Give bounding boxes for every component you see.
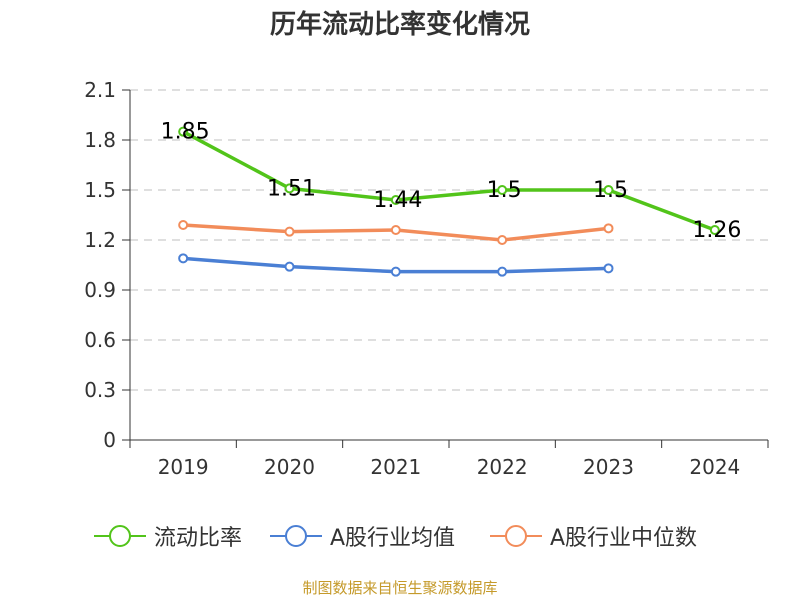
- y-tick-label: 0.6: [84, 328, 116, 352]
- y-tick-label: 0.9: [84, 278, 116, 302]
- data-point: [178, 220, 189, 230]
- data-label: 1.5: [593, 178, 628, 203]
- data-point: [497, 185, 508, 195]
- data-point: [390, 195, 401, 205]
- legend-item-industry-median[interactable]: A股行业中位数: [488, 520, 697, 552]
- data-label: 1.44: [373, 188, 422, 213]
- legend-marker-icon: [94, 525, 146, 547]
- data-point: [709, 225, 720, 235]
- x-tick-label: 2024: [689, 455, 740, 479]
- y-tick-label: 1.2: [84, 228, 116, 252]
- data-point: [390, 266, 401, 277]
- legend-label: 流动比率: [154, 526, 243, 551]
- data-point: [178, 126, 189, 137]
- x-tick-label: 2020: [264, 455, 315, 479]
- data-point: [284, 226, 295, 237]
- x-tick-label: 2019: [158, 455, 209, 479]
- data-label: 1.5: [487, 178, 522, 203]
- y-tick-label: 2.1: [84, 78, 116, 102]
- data-point: [284, 183, 295, 194]
- legend-item-current-ratio[interactable]: 流动比率: [92, 520, 242, 552]
- legend-label: A股行业均值: [330, 526, 456, 551]
- data-label: 1.85: [161, 120, 210, 145]
- data-point: [603, 185, 614, 195]
- series-line-0: [182, 130, 716, 232]
- legend-label: A股行业中位数: [550, 526, 698, 551]
- legend-marker-icon: [490, 525, 542, 547]
- data-point: [178, 253, 189, 264]
- legend-marker-icon: [270, 525, 322, 547]
- y-tick-label: 1.5: [84, 178, 116, 202]
- x-tick-label: 2023: [583, 455, 634, 479]
- data-point: [603, 263, 614, 274]
- data-label: 1.51: [267, 176, 316, 201]
- legend-item-industry-average[interactable]: A股行业均值: [268, 520, 455, 552]
- data-point: [284, 261, 295, 272]
- data-point: [603, 223, 614, 234]
- legend: 流动比率 A股行业均值 A股行业中位数: [0, 520, 800, 552]
- source-footer: 制图数据来自恒生聚源数据库: [302, 579, 498, 597]
- data-point: [497, 235, 508, 245]
- y-tick-label: 0.3: [84, 378, 116, 402]
- chart-title: 历年流动比率变化情况: [269, 10, 530, 40]
- data-point: [390, 225, 401, 235]
- x-tick-label: 2022: [477, 455, 528, 479]
- y-tick-label: 1.8: [84, 128, 116, 152]
- x-tick-label: 2021: [370, 455, 421, 479]
- data-label: 1.26: [692, 218, 741, 243]
- data-point: [497, 266, 508, 277]
- y-tick-label: 0: [103, 428, 116, 452]
